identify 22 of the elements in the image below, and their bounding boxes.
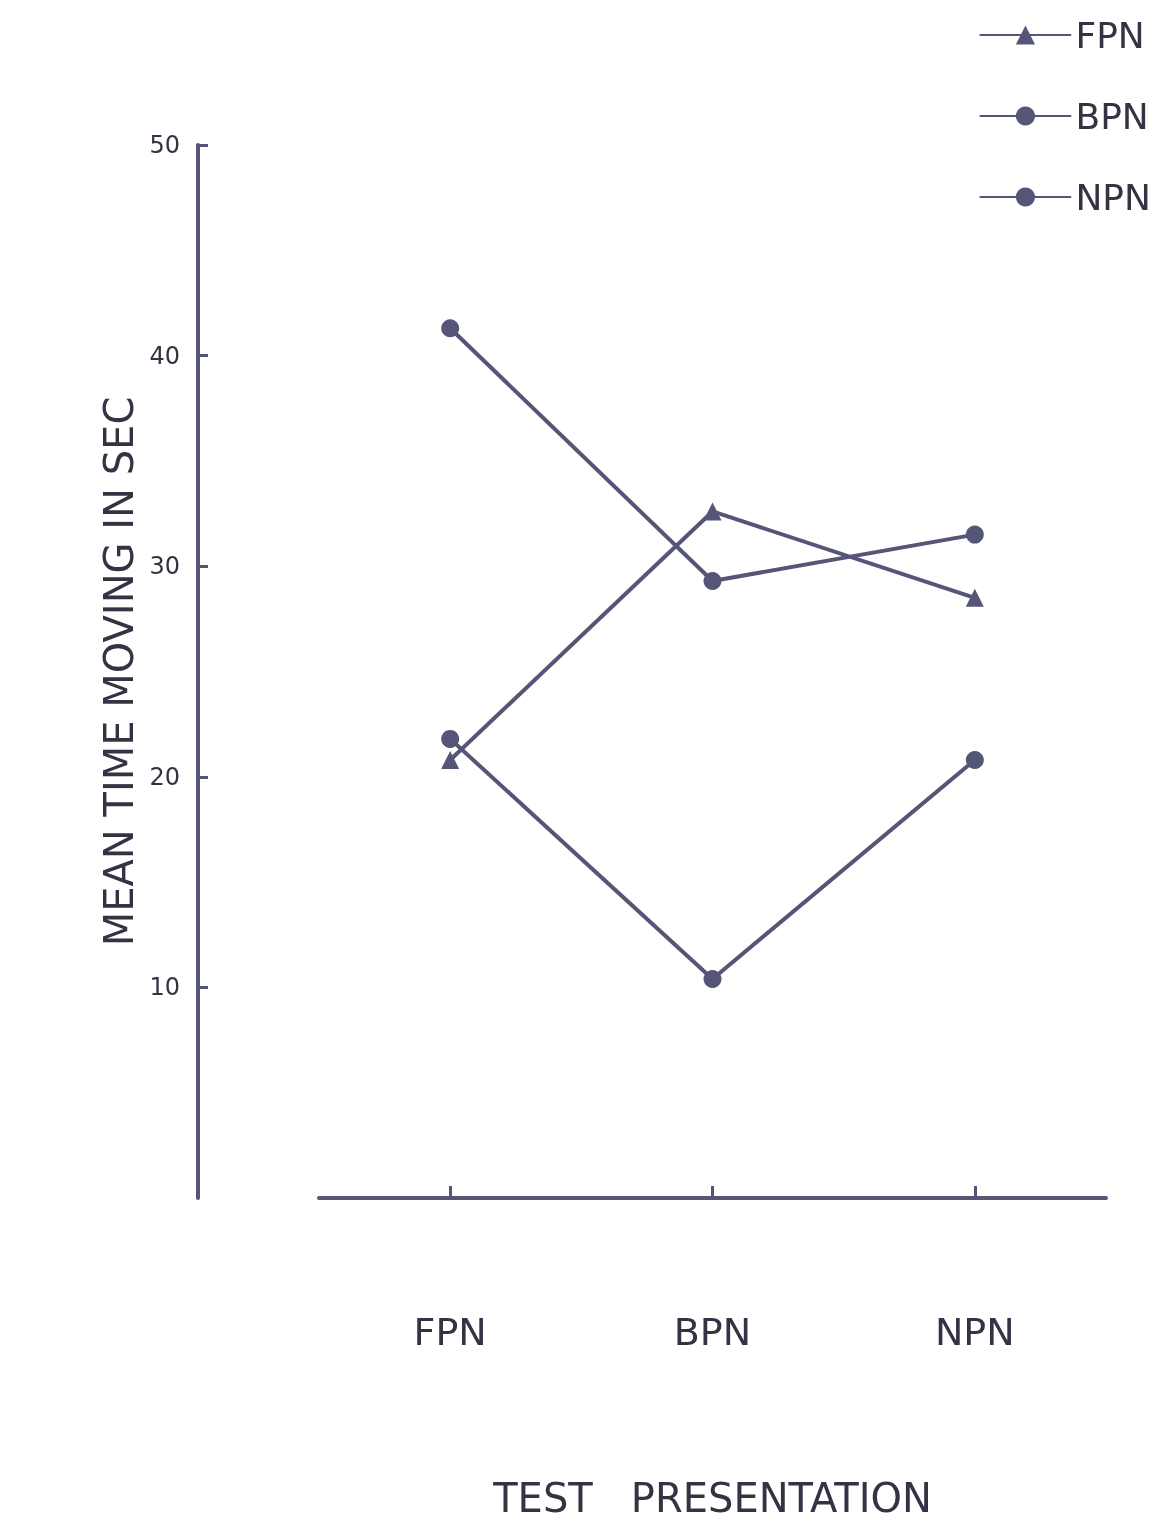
y-tick-label: 40 [149,341,180,370]
y-axis-title: MEAN TIME MOVING IN SEC [95,396,142,947]
y-tick-label: 30 [149,552,180,581]
legend-label: NPN [1075,176,1152,218]
legend-label: BPN [1075,95,1149,137]
y-tick-label: 50 [149,131,180,159]
point [703,502,722,521]
y-tick-label: 10 [149,973,180,1002]
legend-label: FPN [1075,14,1145,56]
point [441,750,460,769]
y-tick-label: 20 [149,762,180,791]
x-tick-label: NPN [934,1310,1015,1354]
point [703,571,722,590]
point [703,969,722,988]
x-tick-label: FPN [413,1310,487,1354]
point [965,525,984,544]
point [965,750,984,769]
point [965,588,984,607]
point [441,319,460,338]
point [441,729,460,748]
x-tick-label: BPN [673,1310,752,1354]
x-axis-title: TEST PRESENTATION [492,1475,932,1521]
